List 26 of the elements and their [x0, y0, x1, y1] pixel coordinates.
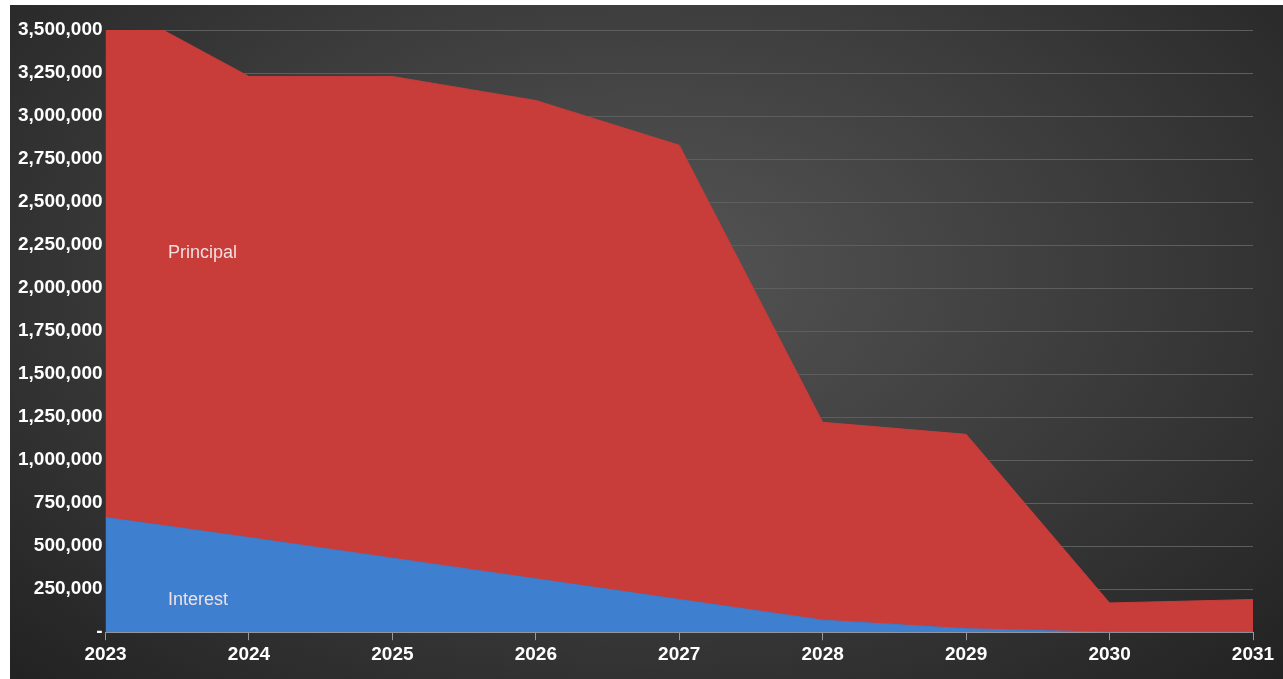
x-tick-label: 2027: [658, 642, 701, 664]
x-tick-label: 2026: [514, 642, 557, 664]
x-tick-label: 2029: [944, 642, 988, 664]
y-tick-label: 3,250,000: [17, 61, 103, 83]
x-tick-label: 2030: [1088, 642, 1131, 664]
y-tick-label: -: [96, 620, 103, 642]
y-tick-label: 3,500,000: [17, 18, 103, 40]
y-tick-label: 1,500,000: [17, 362, 103, 384]
series-label: Principal: [167, 241, 237, 262]
y-tick-label: 750,000: [33, 491, 103, 513]
y-tick-label: 250,000: [33, 577, 103, 599]
y-tick-label: 2,250,000: [17, 233, 103, 255]
y-tick-label: 3,000,000: [17, 104, 103, 126]
x-tick-label: 2023: [84, 642, 127, 664]
y-tick-label: 1,000,000: [17, 448, 103, 470]
y-tick-label: 1,250,000: [17, 405, 103, 427]
series-label: Interest: [167, 589, 228, 610]
y-tick-label: 2,000,000: [17, 276, 103, 298]
y-tick-label: 2,750,000: [17, 147, 103, 169]
x-tick-label: 2024: [227, 642, 271, 664]
x-tick-label: 2028: [801, 642, 844, 664]
y-tick-label: 1,750,000: [17, 319, 103, 341]
y-tick-label: 500,000: [33, 534, 103, 556]
x-tick-label: 2025: [371, 642, 414, 664]
x-tick-label: 2031: [1231, 642, 1275, 664]
y-tick-label: 2,500,000: [17, 190, 103, 212]
